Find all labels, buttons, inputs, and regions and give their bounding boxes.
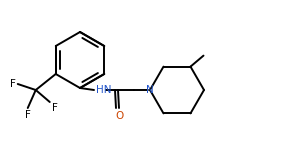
Text: O: O: [115, 111, 123, 121]
Text: F: F: [25, 110, 31, 120]
Text: F: F: [10, 79, 16, 89]
Text: F: F: [52, 103, 58, 113]
Text: HN: HN: [96, 85, 112, 95]
Text: N: N: [146, 85, 154, 95]
